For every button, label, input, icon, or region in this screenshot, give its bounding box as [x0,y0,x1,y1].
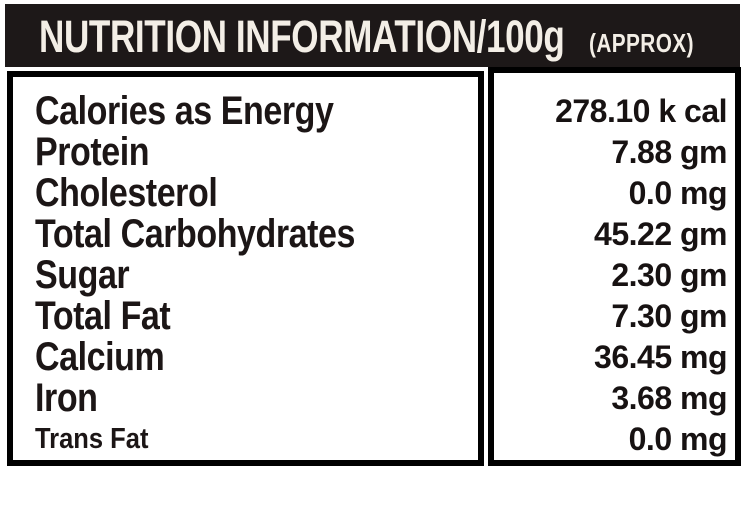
nutrient-row-sugar: Sugar [35,253,478,297]
nutrient-label: Cholesterol [35,171,218,215]
nutrient-value: 7.30 gm [611,298,727,334]
value-row-cholesterol: 0.0 mg [494,173,728,214]
nutrient-value: 45.22 gm [594,216,727,252]
nutrient-label: Protein [35,130,150,174]
nutrient-row-total-fat: Total Fat [35,294,478,338]
header-bar: NUTRITION INFORMATION/100g (APPROX) [5,4,740,67]
nutrient-label: Trans Fat [35,423,149,455]
value-row-sugar: 2.30 gm [494,255,727,296]
value-row-total-carbohydrates: 45.22 gm [494,214,727,255]
value-row-total-fat: 7.30 gm [494,296,727,337]
value-row-protein: 7.88 gm [494,132,727,173]
value-row-trans-fat: 0.0 mg [494,419,728,460]
nutrient-value: 2.30 gm [611,257,727,293]
page-title: NUTRITION INFORMATION/100g [39,11,565,62]
nutrient-label: Total Fat [35,294,171,338]
nutrient-label: Sugar [35,253,130,297]
title-wrap: NUTRITION INFORMATION/100g [39,11,577,63]
nutrient-value: 0.0 mg [628,421,728,457]
nutrient-row-protein: Protein [35,130,478,174]
nutrient-row-cholesterol: Cholesterol [35,171,478,215]
approx-label: (APPROX) [589,28,694,58]
nutrient-row-iron: Iron [35,376,478,420]
value-row-calories-as-energy: 278.10 k cal [494,91,727,132]
nutrient-row-calcium: Calcium [35,335,478,379]
nutrient-label: Total Carbohydrates [35,212,356,256]
nutrient-value: 3.68 mg [611,380,727,416]
nutrient-row-trans-fat: Trans Fat [35,419,478,460]
value-row-calcium: 36.45 mg [494,337,727,378]
nutrient-value: 7.88 gm [611,134,727,170]
nutrient-value: 278.10 k cal [555,93,727,129]
nutrient-value: 0.0 mg [628,175,728,211]
nutrient-label: Calcium [35,335,165,379]
nutrient-label: Calories as Energy [35,89,334,133]
nutrient-value: 36.45 mg [594,339,727,375]
value-row-iron: 3.68 mg [494,378,727,419]
nutrient-row-calories-as-energy: Calories as Energy [35,89,478,133]
nutrient-label: Iron [35,376,98,420]
nutrient-values-column: 278.10 k cal 7.88 gm 0.0 mg 45.22 gm 2.30 gm… [488,67,741,466]
nutrient-row-total-carbohydrates: Total Carbohydrates [35,212,478,256]
nutrient-labels-column: Calories as Energy Protein Cholesterol Tota… [7,71,484,466]
